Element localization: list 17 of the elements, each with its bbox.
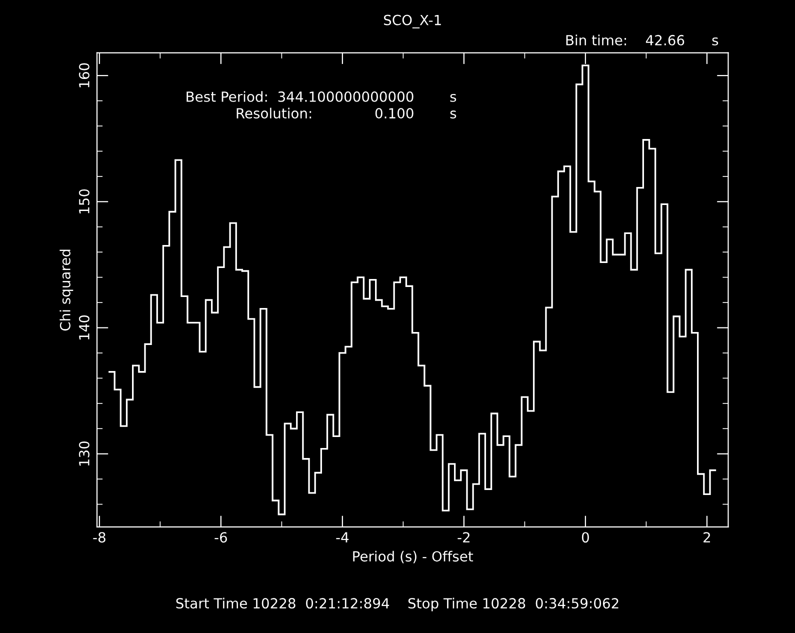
text: Bin time: 42.66 s (566, 34, 718, 46)
x-tick-label: -4 (336, 532, 349, 542)
y-tick-label: 150 (78, 189, 90, 214)
annotation: Best Period: 344.100000000000 s (186, 91, 456, 102)
annotation: Resolution: 0.100 s (236, 108, 456, 119)
x-tick-label: 0 (582, 532, 589, 543)
y-tick-label: 130 (78, 442, 90, 466)
y-axis-title: Chi squared (60, 250, 74, 331)
y-tick-label: 160 (78, 63, 90, 88)
chart-title: SCO_X-1 (384, 14, 441, 28)
x-axis-title: Period (s) - Offset (353, 550, 474, 564)
x-tick-label: 2 (704, 532, 710, 542)
x-tick-label: -8 (93, 532, 106, 543)
x-tick-label: -6 (214, 532, 227, 543)
text: Start Time 10228 0:21:12:894 Stop Time 10228 0:34:59:062 (176, 598, 618, 612)
y-tick-label: 140 (78, 315, 90, 340)
x-tick-label: -2 (458, 532, 470, 542)
